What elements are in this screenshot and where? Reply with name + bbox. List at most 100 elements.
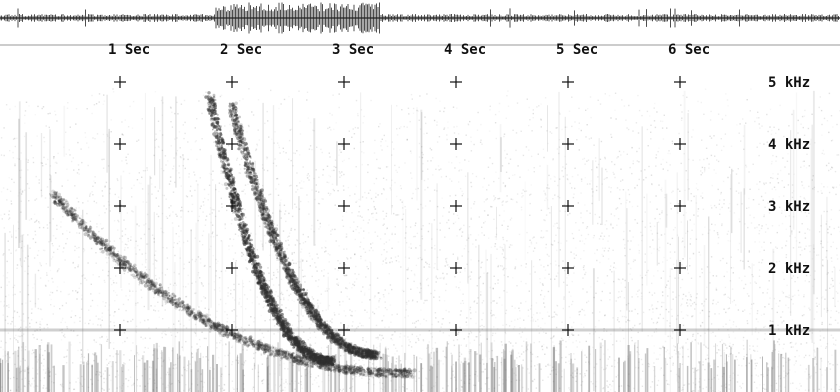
noise-speck (442, 332, 445, 334)
noise-speck (316, 270, 318, 272)
noise-speck (364, 191, 366, 194)
noise-speck (575, 340, 577, 342)
noise-speck (585, 136, 587, 138)
noise-speck (502, 182, 505, 184)
noise-speck (648, 291, 651, 294)
noise-speck (253, 321, 255, 323)
noise-speck (304, 311, 307, 313)
noise-speck (23, 385, 26, 387)
noise-speck (440, 326, 442, 328)
noise-speck (419, 244, 421, 247)
noise-speck (604, 247, 606, 249)
noise-speck (257, 129, 259, 131)
noise-speck (112, 355, 114, 358)
noise-speck (292, 165, 294, 167)
noise-speck (407, 336, 409, 338)
noise-speck (538, 105, 540, 107)
noise-speck (814, 351, 816, 353)
noise-speck (157, 296, 159, 298)
noise-speck (788, 369, 791, 371)
noise-speck (306, 289, 308, 291)
noise-speck (415, 380, 417, 382)
noise-speck (697, 369, 699, 371)
noise-speck (831, 286, 833, 288)
noise-speck (39, 326, 41, 328)
noise-speck (495, 137, 497, 140)
noise-speck (595, 292, 597, 294)
noise-speck (277, 331, 279, 333)
noise-speck (503, 210, 505, 212)
noise-speck (186, 240, 189, 242)
noise-speck (610, 265, 612, 267)
noise-speck (449, 207, 451, 209)
noise-speck (649, 115, 651, 117)
noise-speck (686, 230, 689, 233)
noise-speck (524, 327, 526, 329)
noise-speck (298, 90, 300, 92)
noise-speck (830, 115, 833, 117)
noise-speck (479, 334, 482, 336)
noise-speck (65, 153, 67, 155)
noise-speck (421, 258, 423, 260)
noise-speck (661, 291, 664, 293)
noise-speck (661, 120, 664, 123)
noise-speck (136, 365, 138, 368)
noise-speck (334, 204, 336, 206)
noise-speck (103, 94, 105, 96)
noise-speck (95, 374, 97, 376)
noise-speck (182, 285, 185, 288)
noise-speck (563, 298, 565, 300)
noise-speck (312, 315, 315, 318)
noise-speck (23, 320, 25, 322)
noise-speck (187, 364, 189, 367)
noise-speck (266, 234, 269, 236)
noise-speck (527, 169, 530, 171)
noise-speck (763, 313, 765, 315)
noise-speck (495, 233, 498, 236)
noise-speck (478, 260, 480, 262)
noise-speck (707, 232, 710, 234)
noise-speck (702, 208, 705, 210)
noise-speck (456, 107, 458, 109)
noise-speck (135, 302, 137, 305)
noise-speck (24, 349, 27, 351)
noise-speck (767, 288, 769, 290)
noise-speck (568, 353, 570, 356)
noise-speck (382, 260, 384, 262)
noise-speck (391, 179, 393, 181)
noise-speck (154, 139, 156, 141)
noise-speck (821, 192, 823, 194)
noise-speck (550, 178, 552, 180)
noise-speck (300, 338, 303, 341)
noise-speck (121, 230, 124, 232)
noise-speck (122, 170, 125, 173)
noise-speck (108, 304, 111, 306)
noise-speck (34, 234, 37, 236)
noise-speck (721, 224, 723, 227)
noise-speck (205, 321, 207, 323)
noise-speck (610, 224, 612, 226)
noise-speck (146, 167, 148, 169)
noise-speck (418, 119, 420, 121)
noise-speck (325, 240, 327, 242)
noise-speck (536, 106, 538, 108)
noise-speck (574, 167, 576, 169)
noise-speck (261, 218, 264, 221)
noise-speck (439, 229, 441, 231)
noise-speck (248, 88, 250, 90)
noise-speck (560, 242, 562, 244)
noise-speck (430, 160, 432, 162)
noise-speck (151, 183, 153, 185)
noise-speck (429, 147, 431, 150)
noise-speck (505, 117, 507, 119)
noise-speck (265, 242, 267, 244)
noise-speck (755, 327, 757, 329)
noise-speck (476, 336, 478, 338)
noise-speck (667, 383, 669, 385)
noise-speck (404, 256, 407, 258)
noise-speck (731, 345, 734, 348)
noise-speck (783, 195, 785, 197)
noise-speck (354, 253, 356, 256)
noise-speck (623, 337, 625, 340)
noise-speck (93, 354, 95, 356)
